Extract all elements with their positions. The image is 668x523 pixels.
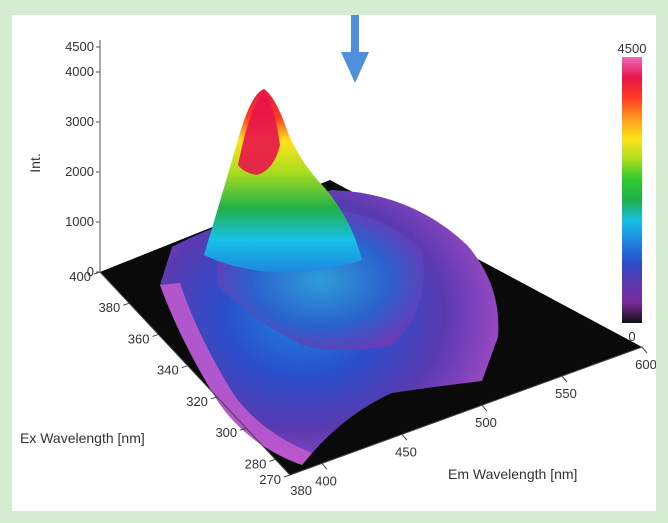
y-tick-label: 320 xyxy=(186,394,208,409)
colorbar-min-label: 0 xyxy=(628,329,635,344)
y-tick-label: 300 xyxy=(215,425,237,440)
x-axis-line xyxy=(289,346,643,476)
x-tick-label: 400 xyxy=(315,473,337,488)
x-tick-mark xyxy=(481,404,488,412)
x-axis-label: Em Wavelength [nm] xyxy=(448,466,577,482)
y-tick-mark xyxy=(152,333,159,337)
arrow-head xyxy=(341,52,369,83)
chart-panel: 0 1000 2000 3000 4000 4500 Int. 270 280 300 320 3… xyxy=(12,0,657,511)
z-axis-label: Int. xyxy=(27,153,43,172)
y-tick-label: 380 xyxy=(99,300,121,315)
z-tick-label: 0 xyxy=(87,264,94,279)
x-tick-label: 600 xyxy=(635,357,656,372)
x-tick-label: 450 xyxy=(395,444,417,459)
colorbar: 4500 0 xyxy=(618,41,647,344)
y-tick-mark xyxy=(269,458,276,462)
y-tick-mark xyxy=(93,271,101,275)
z-tick-label: 4500 xyxy=(65,39,94,54)
down-arrow-annotation xyxy=(341,0,369,83)
x-tick-mark xyxy=(641,346,648,354)
z-tick-label: 4000 xyxy=(65,64,94,79)
x-tick-label: 550 xyxy=(555,386,577,401)
y-tick-label: 360 xyxy=(128,331,150,346)
x-axis-ticks: 400 450 500 550 600 380 xyxy=(290,346,657,498)
y-tick-mark xyxy=(210,396,218,400)
z-axis: 0 1000 2000 3000 4000 4500 Int. xyxy=(27,39,101,279)
arrow-shaft xyxy=(351,0,359,52)
surface-rim xyxy=(160,283,312,465)
z-tick-label: 3000 xyxy=(65,114,94,129)
y-axis-line xyxy=(99,271,291,476)
y-tick-mark xyxy=(239,427,247,431)
y-tick-mark xyxy=(123,302,130,306)
colorbar-max-label: 4500 xyxy=(618,41,647,56)
y-tick-mark xyxy=(181,365,188,369)
peak-highlight xyxy=(238,93,280,175)
x-tick-label: 500 xyxy=(475,415,497,430)
z-tick-label: 2000 xyxy=(65,164,94,179)
z-tick-label: 1000 xyxy=(65,214,94,229)
colorbar-rect xyxy=(622,57,642,323)
y-tick-label: 340 xyxy=(157,363,179,378)
x-tick-label-start: 380 xyxy=(290,483,312,498)
x-tick-mark xyxy=(321,463,328,470)
y-tick-label: 270 xyxy=(259,472,281,487)
y-tick-mark xyxy=(283,474,291,478)
y-tick-label: 280 xyxy=(245,456,267,471)
y-tick-label: 400 xyxy=(69,269,91,284)
x-tick-mark xyxy=(561,375,568,383)
x-tick-mark xyxy=(401,433,408,441)
y-axis-label: Ex Wavelength [nm] xyxy=(20,430,145,446)
surface-peak xyxy=(204,89,362,273)
